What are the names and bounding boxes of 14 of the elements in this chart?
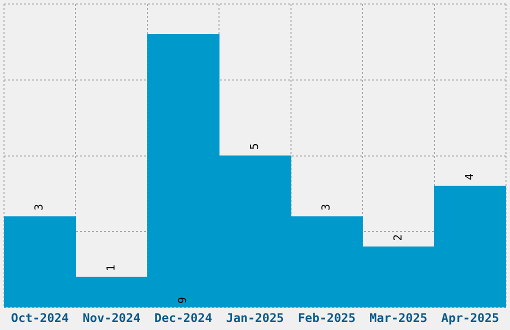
data-label: 1 (104, 264, 118, 272)
data-label: 2 (391, 234, 404, 241)
x-tick-label: Apr-2025 (441, 310, 500, 325)
x-tick-label: Dec-2024 (154, 310, 212, 325)
data-label: 9 (176, 296, 190, 304)
x-tick-label: Mar-2025 (370, 310, 428, 325)
data-label: 3 (320, 204, 333, 211)
data-label: 4 (463, 173, 476, 180)
data-label: 5 (248, 143, 261, 150)
x-tick-label: Feb-2025 (298, 310, 356, 325)
x-tick-label: Oct-2024 (10, 310, 69, 325)
x-tick-label: Nov-2024 (82, 310, 140, 325)
x-tick-label: Jan-2025 (226, 310, 284, 325)
data-label: 3 (32, 204, 46, 211)
